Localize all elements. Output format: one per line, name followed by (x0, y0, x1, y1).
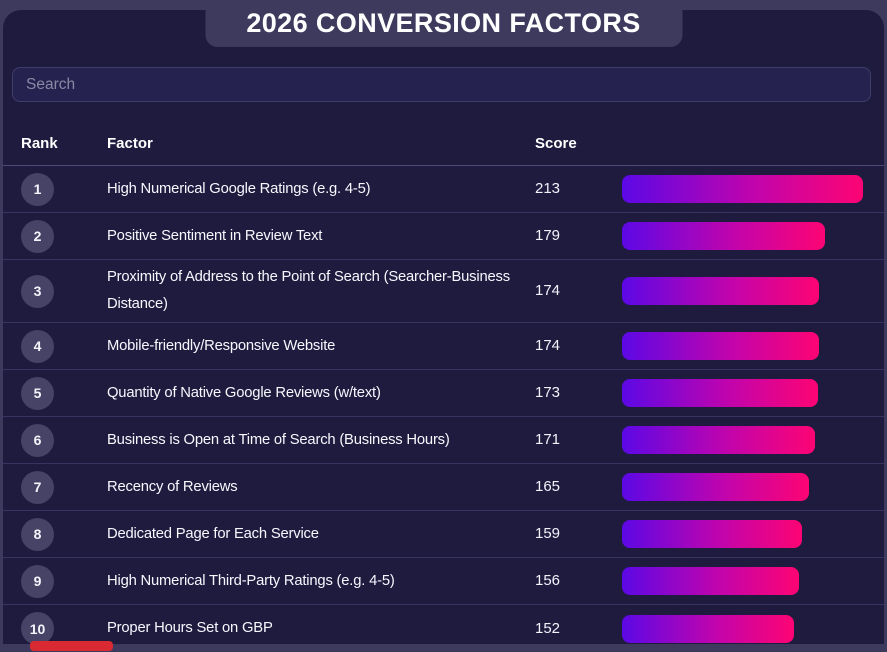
rank-number: 5 (33, 385, 42, 401)
score-value: 213 (535, 180, 561, 197)
table-row: 7 Recency of Reviews 165 (3, 464, 884, 511)
table-row: 8 Dedicated Page for Each Service 159 (3, 511, 884, 558)
score-bar-track (622, 567, 863, 595)
score-value: 156 (535, 572, 561, 589)
score-bar-track (622, 222, 863, 250)
search-input[interactable] (12, 67, 871, 102)
rank-number: 7 (33, 479, 42, 495)
rank-badge: 10 (21, 612, 54, 645)
score-bar (622, 175, 863, 203)
table-row: 4 Mobile-friendly/Responsive Website 174 (3, 323, 884, 370)
score-bar-track (622, 175, 863, 203)
score-bar-track (622, 379, 863, 407)
rank-number: 1 (33, 181, 42, 197)
score-bar (622, 277, 819, 305)
table-row: 1 High Numerical Google Ratings (e.g. 4-… (3, 166, 884, 213)
score-bar (622, 332, 819, 360)
table-header-row: Rank Factor Score (3, 122, 884, 166)
factor-label: Positive Sentiment in Review Text (107, 227, 323, 244)
score-bar-track (622, 277, 863, 305)
rank-number: 2 (33, 228, 42, 244)
table-row: 9 High Numerical Third-Party Ratings (e.… (3, 558, 884, 605)
table-row: 2 Positive Sentiment in Review Text 179 (3, 213, 884, 260)
score-bar (622, 222, 825, 250)
rank-badge: 9 (21, 564, 54, 598)
rank-badge: 7 (21, 470, 54, 504)
page-title: 2026 CONVERSION FACTORS (246, 8, 641, 38)
rank-number: 10 (29, 620, 46, 637)
rank-badge: 8 (21, 517, 54, 551)
score-bar-track (622, 520, 863, 548)
score-value: 159 (535, 525, 561, 542)
rank-number: 4 (33, 338, 42, 354)
rank-number: 9 (33, 573, 42, 589)
factor-label: High Numerical Third-Party Ratings (e.g.… (107, 572, 395, 589)
factor-label: Mobile-friendly/Responsive Website (107, 337, 336, 354)
score-bar-track (622, 473, 863, 501)
rank-badge: 6 (21, 423, 54, 457)
score-value: 173 (535, 384, 561, 401)
factor-label: Proximity of Address to the Point of Sea… (107, 269, 510, 312)
header-rank: Rank (21, 135, 58, 152)
score-bar-track (622, 426, 863, 454)
score-value: 179 (535, 227, 561, 244)
table-row: 10 Proper Hours Set on GBP 152 (3, 605, 884, 652)
rank-number: 6 (33, 432, 42, 448)
score-value: 174 (535, 337, 561, 354)
score-value: 165 (535, 478, 561, 495)
score-bar-track (622, 614, 863, 643)
table-row: 6 Business is Open at Time of Search (Bu… (3, 417, 884, 464)
rank-number: 8 (33, 526, 42, 542)
rank-badge: 5 (21, 376, 54, 410)
score-value: 171 (535, 431, 561, 448)
score-bar (622, 473, 809, 501)
factor-label: Proper Hours Set on GBP (107, 620, 273, 636)
header-factor: Factor (107, 135, 153, 152)
rank-badge: 2 (21, 219, 54, 253)
table-row: 3 Proximity of Address to the Point of S… (3, 260, 884, 323)
score-bar (622, 567, 799, 595)
factor-label: Business is Open at Time of Search (Busi… (107, 431, 450, 448)
factor-label: Dedicated Page for Each Service (107, 525, 319, 542)
score-value: 174 (535, 282, 561, 299)
bottom-accent-bar (30, 641, 113, 651)
factor-label: High Numerical Google Ratings (e.g. 4-5) (107, 180, 371, 197)
score-bar-track (622, 332, 863, 360)
rank-badge: 4 (21, 329, 54, 363)
rank-badge: 3 (21, 274, 54, 308)
factor-label: Recency of Reviews (107, 478, 238, 495)
score-bar (622, 426, 816, 454)
table-row: 5 Quantity of Native Google Reviews (w/t… (3, 370, 884, 417)
score-bar (622, 614, 794, 643)
score-bar (622, 520, 802, 548)
title-badge: 2026 CONVERSION FACTORS (205, 0, 682, 47)
factors-table: Rank Factor Score 1 High Numerical Googl… (3, 122, 884, 652)
factor-label: Quantity of Native Google Reviews (w/tex… (107, 384, 381, 401)
rank-number: 3 (33, 283, 42, 299)
header-score: Score (535, 135, 577, 152)
score-bar (622, 379, 818, 407)
score-value: 152 (535, 619, 561, 637)
rank-badge: 1 (21, 172, 54, 206)
